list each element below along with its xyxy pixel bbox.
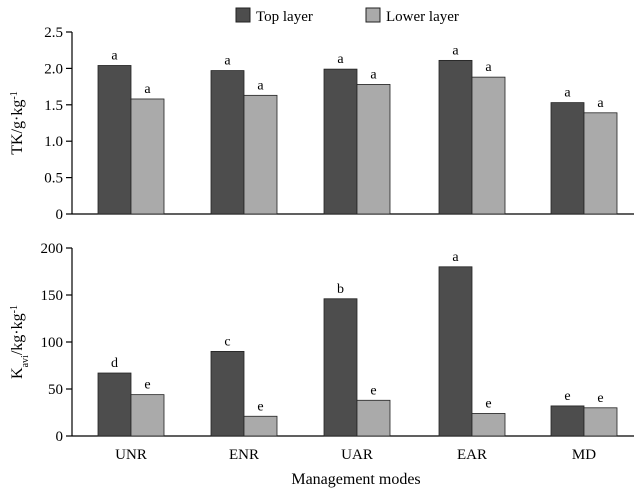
bottom-y-tick-label: 100 <box>41 335 64 351</box>
bottom-bar-top-layer-ear <box>438 266 473 437</box>
top-bar-top-layer-ear <box>438 59 473 215</box>
top-significance-top-layer-uar: a <box>337 52 344 67</box>
bottom-significance-top-layer-enr: c <box>224 334 230 349</box>
bottom-panel-significance-labels: d e c e b e a e e e <box>111 250 604 414</box>
top-panel-tk-chart: 0 0.5 1.0 1.5 2.0 2.5 a a a a a a a a a a TK/g·kg-1 <box>9 25 634 223</box>
top-significance-lower-layer-enr: a <box>257 78 264 93</box>
top-bar-lower-layer-md <box>583 112 618 215</box>
top-y-tick-label: 1.5 <box>44 98 63 114</box>
top-bar-top-layer-enr <box>210 70 245 215</box>
bottom-y-tick-label: 50 <box>48 382 63 398</box>
top-panel-y-axis-title: TK/g·kg-1 <box>9 91 27 154</box>
bottom-bar-lower-layer-md <box>583 407 618 437</box>
top-panel-y-ticks: 0 0.5 1.0 1.5 2.0 2.5 <box>44 25 72 223</box>
top-bar-top-layer-uar <box>323 68 358 215</box>
x-axis-title: Management modes <box>291 471 420 488</box>
top-bar-lower-layer-enr <box>243 94 278 215</box>
bottom-bar-top-layer-md <box>550 405 585 437</box>
top-significance-top-layer-ear: a <box>452 43 459 58</box>
bottom-panel-bars <box>97 266 618 437</box>
top-bar-lower-layer-uar <box>356 84 391 215</box>
bottom-significance-top-layer-uar: b <box>337 282 344 297</box>
bottom-significance-lower-layer-unr: e <box>144 378 150 393</box>
bottom-significance-lower-layer-md: e <box>597 391 603 406</box>
top-significance-lower-layer-ear: a <box>485 60 492 75</box>
bottom-bar-lower-layer-uar <box>356 399 391 437</box>
top-significance-lower-layer-uar: a <box>370 67 377 82</box>
bottom-significance-lower-layer-enr: e <box>257 399 263 414</box>
bottom-panel-y-ticks: 0 50 100 150 200 <box>41 241 72 445</box>
bottom-panel-y-axis-title: Kavi/kg·kg-1 <box>9 305 31 379</box>
bottom-y-tick-label: 0 <box>56 429 64 445</box>
bottom-significance-lower-layer-ear: e <box>485 396 491 411</box>
legend-swatch-top-layer <box>235 7 251 23</box>
bottom-bar-top-layer-uar <box>323 298 358 437</box>
top-significance-top-layer-md: a <box>564 86 571 101</box>
legend-label-lower-layer: Lower layer <box>386 9 459 25</box>
bottom-y-tick-label: 200 <box>41 241 64 257</box>
x-tick-label-enr: ENR <box>229 447 259 463</box>
top-significance-lower-layer-md: a <box>597 96 604 111</box>
top-significance-top-layer-unr: a <box>111 48 118 63</box>
top-y-tick-label: 0.5 <box>44 171 63 187</box>
bottom-bar-top-layer-enr <box>210 350 245 437</box>
x-tick-label-ear: EAR <box>457 447 487 463</box>
top-bar-lower-layer-unr <box>130 98 165 215</box>
top-panel-significance-labels: a a a a a a a a a a <box>111 43 604 110</box>
bottom-y-tick-label: 150 <box>41 288 64 304</box>
bottom-significance-lower-layer-uar: e <box>370 383 376 398</box>
top-y-tick-label: 0 <box>56 207 64 223</box>
x-tick-label-uar: UAR <box>341 447 373 463</box>
bottom-bar-top-layer-unr <box>97 372 132 437</box>
top-y-tick-label: 2.0 <box>44 61 63 77</box>
x-tick-label-md: MD <box>572 447 596 463</box>
top-y-tick-label: 1.0 <box>44 134 63 150</box>
bottom-panel-x-tick-labels: UNR ENR UAR EAR MD <box>115 447 596 463</box>
top-panel-bars <box>97 59 618 215</box>
top-bar-top-layer-md <box>550 102 585 215</box>
bottom-significance-top-layer-unr: d <box>111 356 118 371</box>
top-y-tick-label: 2.5 <box>44 25 63 41</box>
bottom-panel-kavi-chart: 0 50 100 150 200 d e c e b e a e e e UNR ENR UAR EAR MD K… <box>9 241 634 488</box>
bottom-significance-top-layer-ear: a <box>452 250 459 265</box>
top-bar-top-layer-unr <box>97 65 132 215</box>
bottom-bar-lower-layer-unr <box>130 394 165 437</box>
top-significance-lower-layer-unr: a <box>144 82 151 97</box>
legend-label-top-layer: Top layer <box>256 9 313 25</box>
legend-swatch-lower-layer <box>365 7 381 23</box>
bottom-bar-lower-layer-ear <box>471 413 506 437</box>
bottom-bar-lower-layer-enr <box>243 415 278 437</box>
top-significance-top-layer-enr: a <box>224 54 231 69</box>
legend: Top layer Lower layer <box>235 7 459 25</box>
x-tick-label-unr: UNR <box>115 447 147 463</box>
bottom-significance-top-layer-md: e <box>564 389 570 404</box>
top-bar-lower-layer-ear <box>471 76 506 215</box>
